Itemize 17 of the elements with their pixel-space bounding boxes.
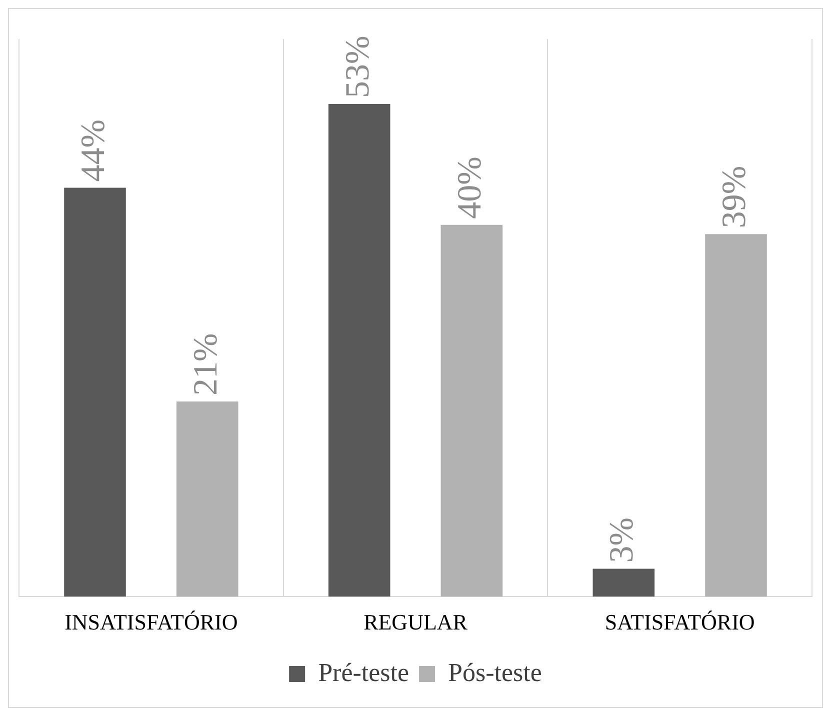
legend-label: Pré-teste	[318, 658, 410, 687]
bar	[176, 401, 238, 597]
x-tick-label: REGULAR	[364, 610, 468, 635]
data-label: 40%	[452, 156, 489, 219]
data-label: 39%	[716, 166, 753, 228]
data-label: 21%	[187, 333, 224, 396]
legend-label: Pós-teste	[448, 658, 542, 687]
data-label: 53%	[339, 36, 376, 98]
x-tick-label: SATISFATÓRIO	[604, 610, 755, 635]
data-label: 3%	[604, 517, 641, 563]
x-tick-label: INSATISFATÓRIO	[64, 610, 238, 635]
bar	[64, 188, 126, 597]
bar	[592, 568, 655, 597]
bar	[705, 234, 767, 597]
bar	[440, 224, 503, 597]
data-label: 44%	[74, 119, 112, 182]
bar	[328, 104, 390, 597]
